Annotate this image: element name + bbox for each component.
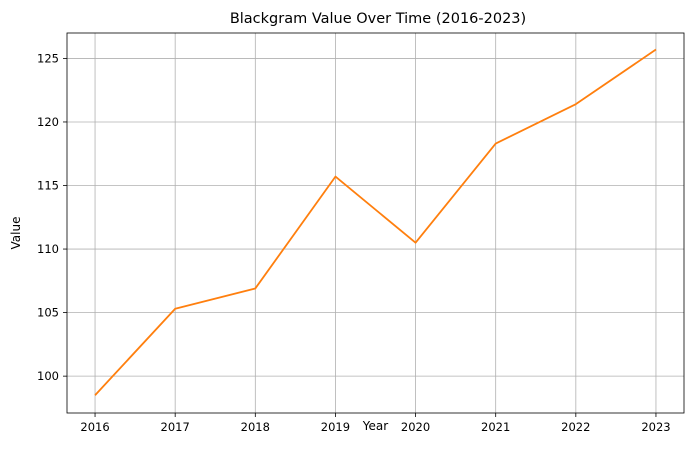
plot-frame — [66, 32, 685, 414]
x-tick-label: 2018 — [241, 420, 270, 434]
y-tick-label: 120 — [37, 115, 59, 129]
y-tick-label: 125 — [37, 51, 59, 65]
y-tick-label: 110 — [37, 242, 59, 256]
grid-lines — [67, 33, 684, 413]
y-tick-label: 100 — [37, 369, 59, 383]
x-tick-label: 2023 — [641, 420, 670, 434]
chart-title: Blackgram Value Over Time (2016-2023) — [230, 11, 526, 27]
y-axis-label: Value — [9, 217, 23, 250]
axes: 2016 2017 2018 2019 2020 2021 2022 2023 100 105 11… — [37, 32, 685, 434]
x-tick-label: 2019 — [321, 420, 350, 434]
x-axis-label: Year — [362, 419, 388, 433]
x-tick-label: 2021 — [481, 420, 510, 434]
y-tick-label: 105 — [37, 306, 59, 320]
y-tick-label: 115 — [37, 179, 59, 193]
x-tick-label: 2022 — [561, 420, 590, 434]
x-tick-label: 2017 — [161, 420, 190, 434]
series-line — [94, 48, 657, 396]
x-tick-label: 2016 — [80, 420, 109, 434]
series-layer — [94, 48, 657, 396]
x-tick-label: 2020 — [401, 420, 430, 434]
